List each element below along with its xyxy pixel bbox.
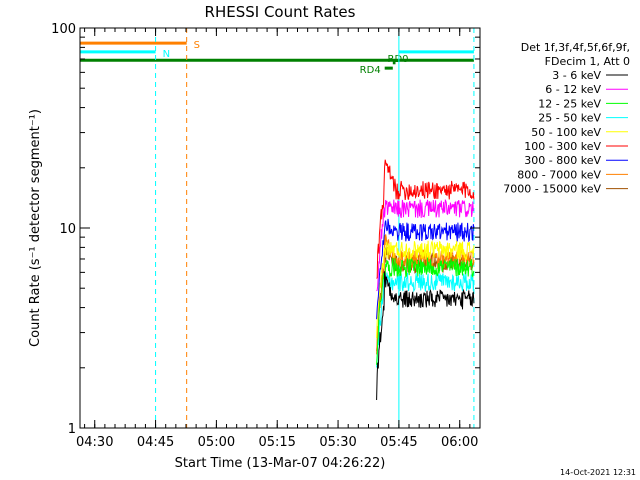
x-tick-label-5: 05:45 <box>380 435 417 450</box>
series-line-1 <box>376 199 475 292</box>
x-tick-label-6: 06:00 <box>441 435 478 450</box>
series-line-4 <box>376 240 475 339</box>
interval-label-s: S <box>194 40 200 51</box>
legend-label-1: 6 - 12 keV <box>545 83 601 96</box>
legend-header-line-2: FDecim 1, Att 0 <box>545 55 630 68</box>
x-axis-label: Start Time (13-Mar-07 04:26:22) <box>175 456 386 471</box>
interval-label-rd0: RD0 <box>388 54 409 65</box>
series-lines <box>376 159 475 401</box>
chart-title: RHESSI Count Rates <box>205 3 356 21</box>
series-line-2 <box>376 257 475 365</box>
legend: Det 1f,3f,4f,5f,6f,9f, FDecim 1, Att 0 3… <box>503 41 630 196</box>
legend-label-4: 50 - 100 keV <box>531 126 601 139</box>
x-tick-label-4: 05:30 <box>319 435 356 450</box>
x-tick-label-2: 05:00 <box>198 435 235 450</box>
legend-label-6: 300 - 800 keV <box>524 154 601 167</box>
legend-label-8: 7000 - 15000 keV <box>503 183 601 196</box>
y-tick-label-1: 10 <box>59 222 76 237</box>
legend-header-line-1: Det 1f,3f,4f,5f,6f,9f, <box>521 41 630 54</box>
x-tick-label-0: 04:30 <box>76 435 113 450</box>
legend-label-7: 800 - 7000 keV <box>517 168 601 181</box>
legend-label-3: 25 - 50 keV <box>538 112 601 125</box>
y-tick-label-2: 100 <box>51 22 76 37</box>
series-line-6 <box>376 218 475 320</box>
series-line-0 <box>376 271 475 401</box>
footer-date: 14-Oct-2021 12:31 <box>560 468 636 477</box>
legend-label-5: 100 - 300 keV <box>524 140 601 153</box>
legend-label-2: 12 - 25 keV <box>538 97 601 110</box>
y-tick-label-0: 1 <box>68 422 76 437</box>
axes: 04:30 04:45 05:00 05:15 05:30 05:45 06:00 1 10 10… <box>51 22 481 450</box>
interval-label-n: N <box>163 49 170 60</box>
series-line-5 <box>376 159 475 279</box>
y-axis-label: Count Rate (s⁻¹ detector segment⁻¹) <box>28 109 43 347</box>
series-line-3 <box>376 272 475 368</box>
x-tick-label-3: 05:15 <box>258 435 295 450</box>
attenuator-intervals: S N RD4 RD0 <box>80 40 474 76</box>
legend-label-0: 3 - 6 keV <box>552 69 601 82</box>
interval-label-rd4: RD4 <box>360 65 381 76</box>
x-tick-label-1: 04:45 <box>137 435 174 450</box>
